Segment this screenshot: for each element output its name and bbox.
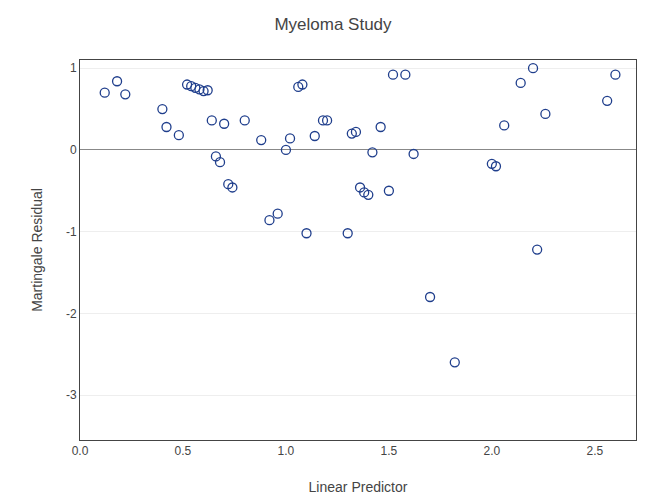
svg-text:0: 0 <box>70 143 77 157</box>
svg-text:0.5: 0.5 <box>175 444 192 458</box>
svg-text:1.0: 1.0 <box>278 444 295 458</box>
svg-text:1.5: 1.5 <box>381 444 398 458</box>
svg-text:1: 1 <box>70 61 77 75</box>
svg-text:-3: -3 <box>66 388 77 402</box>
svg-text:Martingale Residual: Martingale Residual <box>29 188 45 312</box>
svg-text:-2: -2 <box>66 307 77 321</box>
svg-text:-1: -1 <box>66 225 77 239</box>
svg-text:2.5: 2.5 <box>586 444 603 458</box>
svg-text:0.0: 0.0 <box>72 444 89 458</box>
svg-text:Myeloma Study: Myeloma Study <box>274 15 392 34</box>
svg-text:2.0: 2.0 <box>484 444 501 458</box>
svg-text:Linear Predictor: Linear Predictor <box>309 479 408 495</box>
